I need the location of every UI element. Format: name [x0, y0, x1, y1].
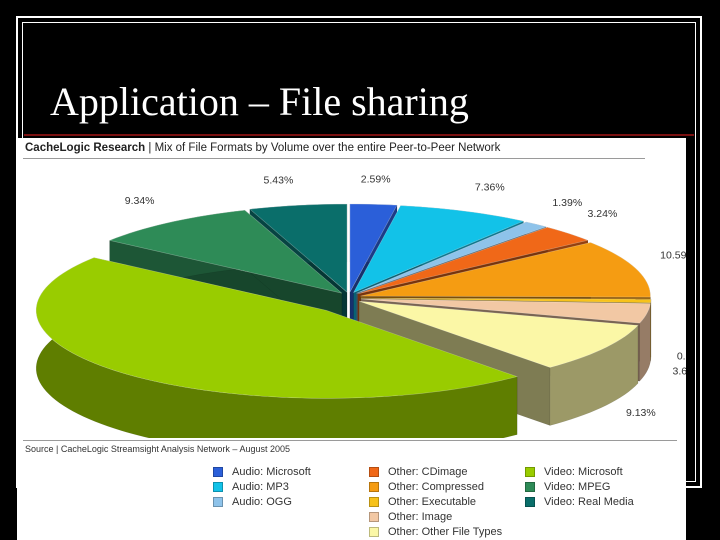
legend-item-video-real-media: Video: Real Media [525, 496, 634, 508]
legend-swatch [213, 467, 223, 477]
legend-item-video-mpeg: Video: MPEG [525, 481, 610, 493]
legend-label: Other: Image [388, 511, 453, 523]
legend-item-audio-microsoft: Audio: Microsoft [213, 466, 311, 478]
data-label-audio-mp3: 7.36% [475, 182, 505, 194]
chart-panel: CacheLogic Research | Mix of File Format… [17, 138, 686, 540]
legend-item-video-microsoft: Video: Microsoft [525, 466, 623, 478]
data-label-other-executable: 0.65% [677, 351, 686, 363]
legend-swatch [369, 497, 379, 507]
data-label-audio-microsoft: 2.59% [361, 173, 391, 185]
legend-label: Video: Real Media [544, 496, 634, 508]
legend-swatch [369, 482, 379, 492]
legend-item-other-image: Other: Image [369, 511, 452, 523]
legend-item-other-cdimage: Other: CDimage [369, 466, 467, 478]
header-divider [23, 158, 645, 159]
legend-item-other-executable: Other: Executable [369, 496, 476, 508]
data-label-other-cdimage: 3.24% [588, 208, 618, 220]
chart-source: Source | CacheLogic Streamsight Analysis… [25, 444, 290, 454]
header-title: Mix of File Formats by Volume over the e… [154, 142, 501, 154]
legend-item-other-other-file-types: Other: Other File Types [369, 526, 502, 538]
legend-label: Other: Compressed [388, 481, 484, 493]
data-label-other-image: 3.61% [673, 365, 686, 377]
legend-label: Other: CDimage [388, 466, 468, 478]
legend-swatch [369, 527, 379, 537]
legend-label: Other: Other File Types [388, 526, 503, 538]
data-label-other-other-file-types: 9.13% [626, 407, 656, 419]
source-divider [23, 440, 677, 441]
legend-label: Video: MPEG [544, 481, 611, 493]
legend-label: Video: Microsoft [544, 466, 623, 478]
slide-title: Application – File sharing [50, 79, 469, 124]
legend-label: Audio: Microsoft [232, 466, 311, 478]
pie-chart: 2.59% 7.36% 1.39% 3.24% 10.59% 0.65% 3.61% 9.13… [35, 173, 686, 438]
data-label-video-mpeg: 9.34% [125, 195, 155, 207]
data-label-other-compressed: 10.59% [660, 250, 686, 262]
legend-label: Audio: MP3 [232, 481, 289, 493]
data-label-audio-ogg: 1.39% [552, 197, 582, 209]
legend-swatch [525, 482, 535, 492]
legend-label: Audio: OGG [232, 496, 292, 508]
header-brand: CacheLogic Research [25, 142, 146, 154]
legend-swatch [213, 482, 223, 492]
legend-item-audio-mp3: Audio: MP3 [213, 481, 289, 493]
title-divider [24, 134, 694, 136]
legend-swatch [213, 497, 223, 507]
chart-header: CacheLogic Research | Mix of File Format… [25, 142, 500, 154]
header-separator: | [148, 142, 155, 154]
legend-swatch [369, 512, 379, 522]
legend-swatch [525, 497, 535, 507]
legend-item-other-compressed: Other: Compressed [369, 481, 484, 493]
data-label-video-microsoft: 46.66% [76, 437, 112, 438]
data-label-video-real-media: 5.43% [264, 175, 294, 187]
legend-swatch [525, 467, 535, 477]
legend-label: Other: Executable [388, 496, 477, 508]
pie-slice-video-microsoft [35, 257, 519, 438]
legend-item-audio-ogg: Audio: OGG [213, 496, 292, 508]
legend-swatch [369, 467, 379, 477]
